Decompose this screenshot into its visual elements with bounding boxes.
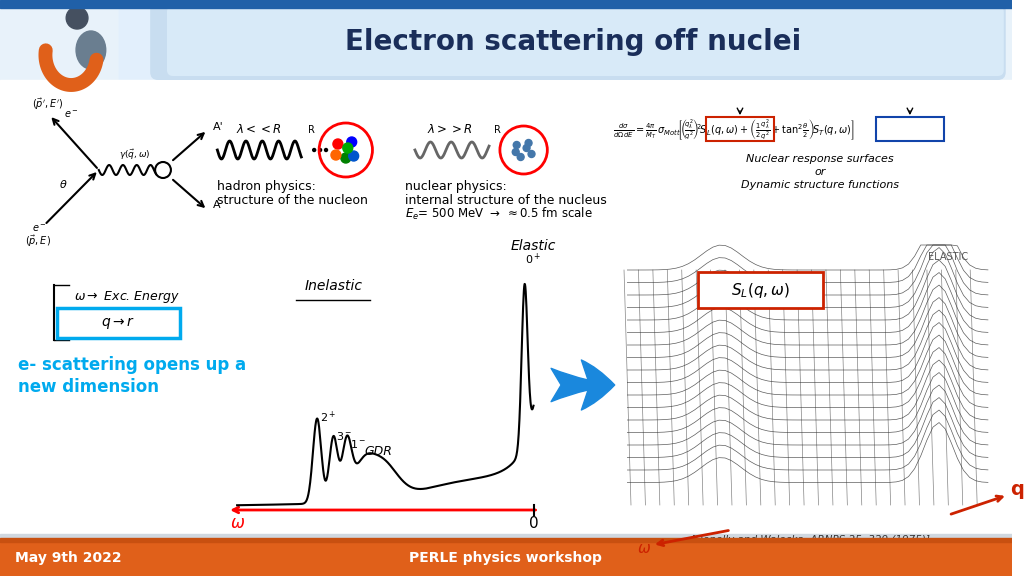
FancyBboxPatch shape [698, 272, 823, 308]
Text: $E_e$= 500 MeV $\rightarrow$ $\approx$0.5 fm scale: $E_e$= 500 MeV $\rightarrow$ $\approx$0.… [406, 206, 593, 222]
Text: R: R [494, 125, 501, 135]
Text: 0$^+$: 0$^+$ [525, 252, 542, 267]
Ellipse shape [76, 31, 105, 69]
Text: nuclear physics:: nuclear physics: [406, 180, 507, 193]
Text: Elastic: Elastic [511, 239, 556, 253]
Circle shape [333, 139, 343, 149]
Text: or: or [814, 167, 825, 177]
Text: Nuclear response surfaces: Nuclear response surfaces [746, 154, 894, 164]
Circle shape [312, 149, 315, 151]
Bar [0, 80, 1012, 540]
Text: [Donelly and Walecka, ARNPS 25, 329 (1975)]: [Donelly and Walecka, ARNPS 25, 329 (197… [691, 535, 930, 545]
Text: $e^-$: $e^-$ [32, 223, 46, 234]
FancyBboxPatch shape [119, 0, 336, 90]
Bar [0, 534, 1012, 540]
Text: Electron scattering off nuclei: Electron scattering off nuclei [345, 28, 801, 56]
Circle shape [349, 151, 358, 161]
Text: $\omega$: $\omega$ [229, 514, 245, 532]
Text: PERLE physics workshop: PERLE physics workshop [410, 551, 602, 565]
Text: e- scattering opens up a: e- scattering opens up a [17, 356, 246, 374]
Circle shape [525, 139, 532, 146]
Text: Dynamic structure functions: Dynamic structure functions [741, 180, 899, 190]
Text: GDR: GDR [365, 445, 392, 458]
Text: ELASTIC: ELASTIC [929, 252, 969, 262]
Text: 1$^-$: 1$^-$ [350, 438, 366, 450]
Text: R: R [308, 125, 315, 135]
Text: 3$^-$: 3$^-$ [337, 430, 352, 442]
Circle shape [67, 7, 88, 29]
Text: $(\vec{p}, E)$: $(\vec{p}, E)$ [25, 234, 51, 249]
Text: 2$^+$: 2$^+$ [321, 410, 337, 425]
Circle shape [331, 150, 341, 160]
Circle shape [318, 149, 322, 151]
Text: A: A [212, 200, 220, 210]
Text: $\gamma(\vec{q},\omega)$: $\gamma(\vec{q},\omega)$ [119, 148, 150, 162]
Bar [0, 0, 1012, 8]
Text: $\lambda >> R$: $\lambda >> R$ [427, 123, 472, 136]
Circle shape [341, 153, 351, 163]
Bar [0, 0, 1012, 80]
Text: $\lambda << R$: $\lambda << R$ [237, 123, 282, 136]
Text: $\omega \rightarrow$ Exc. Energy: $\omega \rightarrow$ Exc. Energy [74, 289, 180, 305]
Text: structure of the nucleon: structure of the nucleon [217, 194, 369, 207]
Bar [0, 538, 1012, 542]
Circle shape [512, 149, 519, 156]
Circle shape [343, 143, 352, 153]
Text: new dimension: new dimension [17, 378, 159, 396]
Bar [0, 8, 1012, 80]
FancyBboxPatch shape [57, 308, 180, 338]
Text: hadron physics:: hadron physics: [217, 180, 316, 193]
Circle shape [347, 137, 356, 147]
Text: $\frac{d\sigma}{d\Omega\,dE} = \frac{4\pi}{M_T}\,\sigma_{Mott}\!\left[\!\left(\!: $\frac{d\sigma}{d\Omega\,dE} = \frac{4\p… [612, 118, 854, 142]
Text: Inelastic: Inelastic [304, 279, 362, 293]
Text: q: q [1010, 480, 1024, 499]
Circle shape [517, 153, 524, 161]
Circle shape [523, 145, 530, 151]
Text: A': A' [212, 122, 223, 132]
Bar [0, 540, 1012, 576]
Text: $S_L(q,\omega)$: $S_L(q,\omega)$ [731, 281, 791, 300]
Text: $e^-$: $e^-$ [65, 109, 79, 120]
FancyBboxPatch shape [151, 2, 1006, 80]
Text: $q \rightarrow r$: $q \rightarrow r$ [101, 315, 136, 331]
Text: May 9th 2022: May 9th 2022 [14, 551, 122, 565]
Circle shape [513, 142, 520, 149]
Text: $\omega$: $\omega$ [637, 541, 651, 556]
Text: $(\vec{p}', E')$: $(\vec{p}', E')$ [32, 97, 62, 112]
FancyBboxPatch shape [167, 6, 1004, 76]
Text: $\theta$: $\theta$ [59, 178, 68, 190]
Circle shape [155, 162, 171, 178]
Text: 0: 0 [528, 516, 539, 531]
Text: internal structure of the nucleus: internal structure of the nucleus [406, 194, 607, 207]
Circle shape [528, 150, 535, 157]
Bar [623, 240, 997, 525]
Circle shape [325, 149, 328, 151]
